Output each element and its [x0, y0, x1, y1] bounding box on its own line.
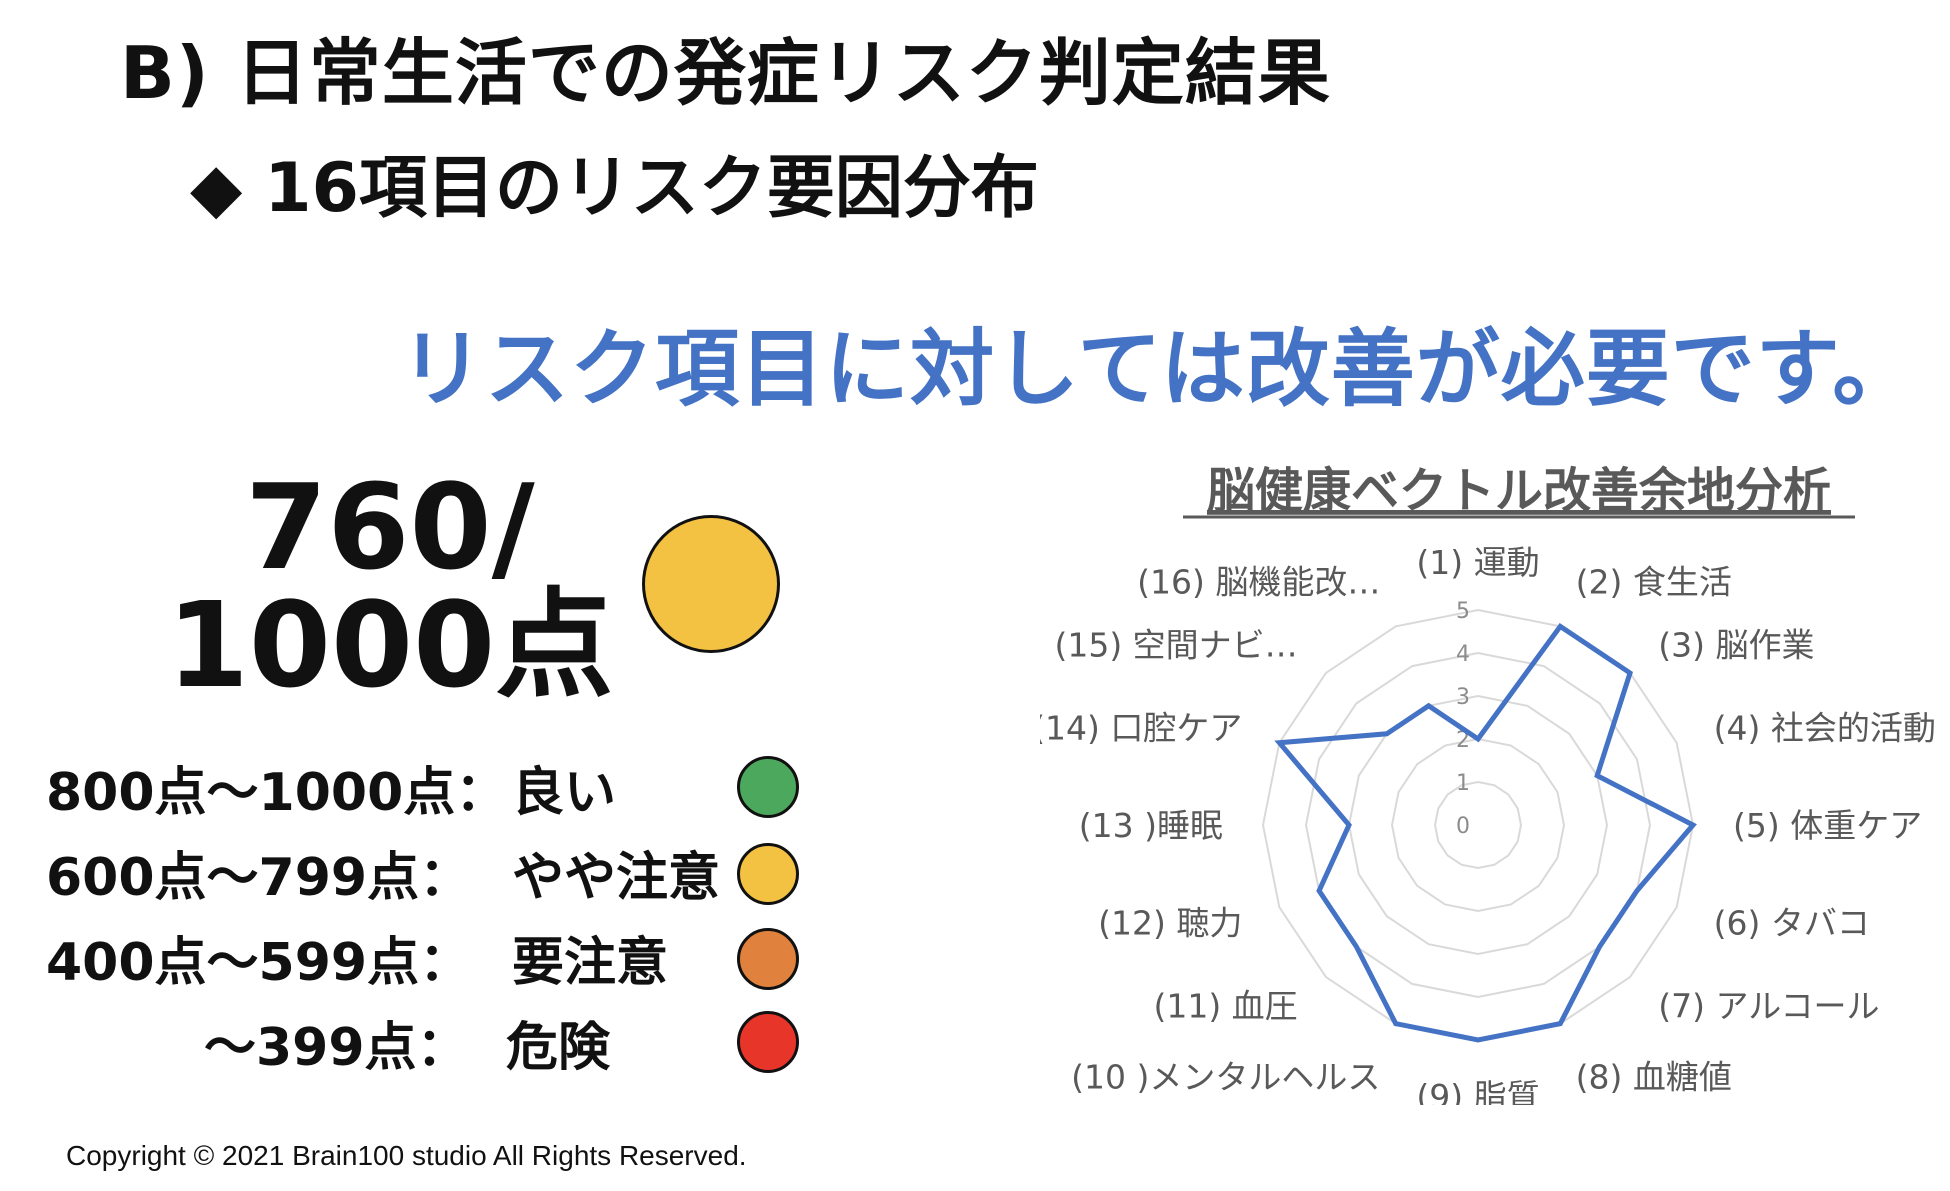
radar-category-label: (13 )睡眠 — [1079, 806, 1223, 845]
legend-range: 400点～599点： — [46, 933, 472, 993]
radar-grid-ring — [1390, 737, 1566, 913]
radar-category-label: (10 )メンタルヘルス — [1071, 1058, 1380, 1097]
score-total: 1000点 — [166, 576, 614, 714]
score-display: 760/ 1000点 — [160, 468, 620, 704]
status-dot-green — [737, 756, 799, 818]
status-dot-yellow — [737, 843, 799, 905]
radar-category-label: (12) 聴力 — [1098, 904, 1242, 943]
legend-label: 要注意 — [512, 933, 669, 993]
radar-tick-label: 3 — [1456, 685, 1470, 710]
radar-category-label: (15) 空間ナビ… — [1054, 626, 1297, 665]
subheading-text: 16項目のリスク要因分布 — [264, 149, 1039, 228]
radar-category-label: (2) 食生活 — [1576, 562, 1732, 601]
radar-grid-ring — [1347, 694, 1609, 956]
radar-category-label: (11) 血圧 — [1153, 986, 1297, 1025]
radar-tick-label: 5 — [1456, 599, 1470, 624]
radar-category-label: (9) 脂質 — [1416, 1077, 1539, 1105]
radar-category-label: (4) 社会的活動 — [1714, 708, 1936, 747]
radar-tick-label: 0 — [1456, 814, 1470, 839]
status-dot-red — [737, 1011, 799, 1073]
section-subheading: ◆ 16項目のリスク要因分布 — [190, 132, 1039, 231]
legend-range: 600点～799点： — [46, 848, 472, 908]
improvement-message: リスク項目に対しては改善が必要です。 — [400, 320, 1918, 418]
radar-category-label: (16) 脳機能改… — [1137, 562, 1380, 601]
score-status-dot — [642, 515, 780, 653]
chart-title: 脳健康ベクトル改善余地分析 — [1207, 463, 1831, 519]
radar-category-label: (3) 脳作業 — [1658, 626, 1814, 665]
score-value: 760/ — [245, 458, 535, 596]
page-heading: B) 日常生活での発症リスク判定結果 — [120, 31, 1331, 115]
legend-range: ～399点： — [204, 1018, 469, 1078]
radar-grid-ring — [1433, 780, 1523, 870]
copyright-notice: Copyright © 2021 Brain100 studio All Rig… — [66, 1140, 747, 1171]
status-dot-orange — [737, 928, 799, 990]
legend-label: やや注意 — [512, 848, 721, 908]
radar-category-label: (8) 血糖値 — [1576, 1058, 1732, 1097]
legend-range: 800点～1000点： — [46, 763, 508, 823]
radar-category-label: (6) タバコ — [1714, 904, 1870, 943]
radar-category-label: (1) 運動 — [1416, 543, 1539, 582]
legend-label: 危険 — [506, 1018, 611, 1078]
radar-series-line — [1274, 622, 1697, 1043]
radar-category-label: (7) アルコール — [1658, 986, 1879, 1025]
legend-label: 良い — [512, 763, 617, 823]
radar-category-label: (5) 体重ケア — [1733, 806, 1922, 845]
radar-tick-label: 4 — [1456, 642, 1470, 667]
radar-tick-label: 1 — [1456, 771, 1470, 796]
diamond-bullet-icon: ◆ — [190, 149, 243, 228]
radar-category-label: (14) 口腔ケア — [1040, 708, 1242, 747]
